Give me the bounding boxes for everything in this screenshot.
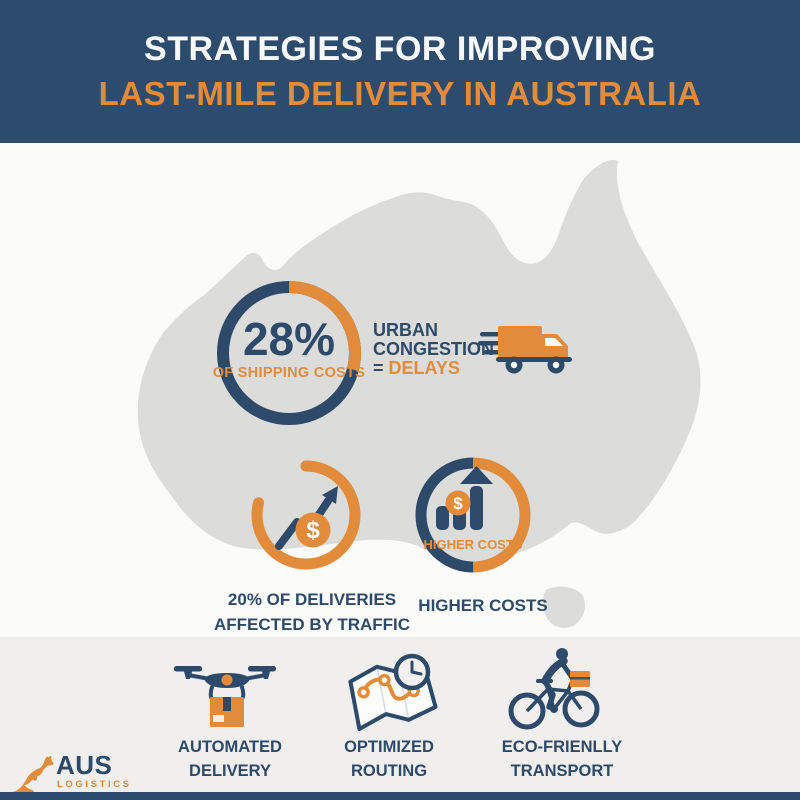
higher-costs-ring: $ HIGHER COSTS <box>415 457 531 573</box>
clock-icon <box>393 653 431 691</box>
svg-text:$: $ <box>453 494 463 513</box>
label-optimized-routing: OPTIMIZED ROUTING <box>344 738 434 780</box>
header-banner: STRATEGIES FOR IMPROVING LAST-MILE DELIV… <box>0 0 800 143</box>
footer-bar <box>0 792 800 800</box>
svg-text:$: $ <box>306 517 320 544</box>
label-automated-delivery: AUTOMATED DELIVERY <box>178 738 282 780</box>
tasmania-shape <box>542 586 585 628</box>
title-line1: STRATEGIES FOR IMPROVING <box>144 30 656 68</box>
route-map-clock-icon <box>348 653 438 731</box>
urban-congestion-text: URBAN CONGESTION = DELAYS <box>373 321 543 378</box>
logo-brand-text: AUS <box>56 750 113 780</box>
congestion-line2: CONGESTION <box>373 339 495 359</box>
title-line2: LAST-MILE DELIVERY IN AUSTRALIA <box>98 75 702 112</box>
dollar-coin-icon: $ <box>445 490 471 516</box>
traffic-caption-line2: AFFECTED BY TRAFFIC <box>213 614 411 634</box>
traffic-stat-ring: $ <box>251 460 361 570</box>
higher-costs-caption: HIGHER COSTS <box>418 596 548 615</box>
congestion-line1: URBAN <box>373 320 438 340</box>
delays-text: DELAYS <box>388 358 460 378</box>
congestion-result: = DELAYS <box>373 359 543 378</box>
donut-chart-icon <box>217 281 361 425</box>
shipping-percent-value: 28% <box>242 313 336 365</box>
label-eco-friendly-transport: ECO-FRIENLLY TRANSPORT <box>501 738 623 780</box>
kangaroo-logo-icon <box>9 755 54 793</box>
logo-subtitle-text: LOGISTICS <box>57 779 132 790</box>
ring-inner-label: HIGHER COSTS <box>424 537 523 552</box>
drone-icon <box>174 666 276 727</box>
traffic-caption: 20% OF DELIVERIES AFFECTED BY TRAFFIC <box>192 588 432 637</box>
equals-sign: = <box>373 358 384 378</box>
bicycle-courier-icon <box>508 648 600 730</box>
australia-map <box>137 159 701 628</box>
delivery-truck-icon <box>478 326 572 374</box>
shipping-percent-label: OF SHIPPING COSTS <box>212 365 366 381</box>
dollar-coin-icon: $ <box>295 512 331 548</box>
shipping-cost-donut: 28% OF SHIPPING COSTS <box>204 268 374 438</box>
traffic-caption-line1: 20% OF DELIVERIES <box>227 590 397 609</box>
